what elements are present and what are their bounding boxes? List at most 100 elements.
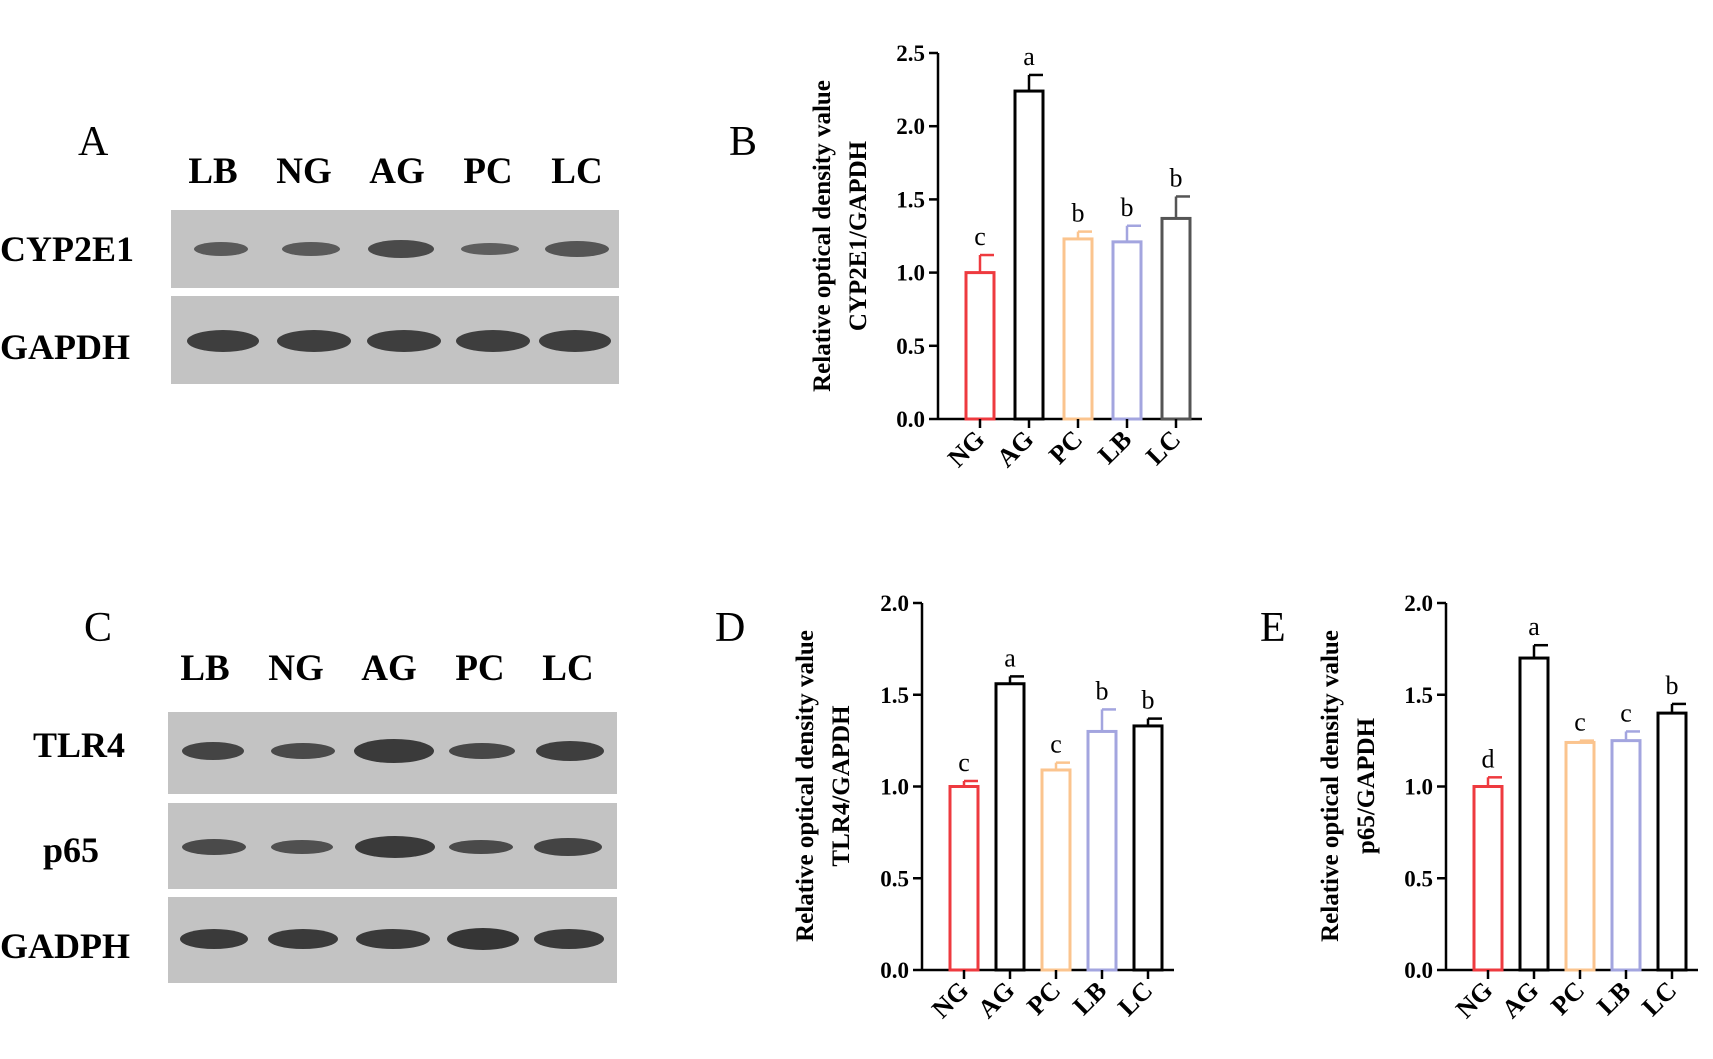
blot-a-lane-label: AG [369, 151, 425, 192]
blot-band [268, 929, 338, 949]
blot-band [447, 928, 519, 950]
blot-band [194, 242, 248, 256]
significance-label: c [1050, 730, 1062, 759]
y-tick-label: 0.0 [880, 958, 909, 983]
blot-band [539, 330, 611, 352]
blot-band [356, 929, 430, 949]
significance-label: a [1023, 42, 1035, 71]
bar-lc [1656, 711, 1688, 972]
blot-band [182, 839, 246, 855]
panel-letter-b: B [729, 119, 758, 165]
y-tick-label: 2.0 [896, 114, 925, 139]
y-axis-label: Relative optical density value [1317, 630, 1344, 942]
x-tick-label: LC [1112, 976, 1158, 1022]
panel-letter-a: A [78, 119, 109, 165]
blot-strip-tlr4 [168, 712, 617, 794]
y-tick-label: 0.0 [1404, 958, 1433, 983]
blot-strip-p65 [168, 803, 617, 889]
blot-band [449, 743, 515, 759]
x-tick-label: AG [991, 425, 1039, 473]
significance-label: b [1072, 199, 1085, 228]
y-axis-label-ratio: p65/GAPDH [1353, 717, 1380, 854]
y-tick-label: 1.5 [1404, 683, 1433, 708]
blot-c-lane-label: NG [268, 648, 324, 689]
significance-label: c [958, 748, 970, 777]
y-tick-label: 0.0 [896, 407, 925, 432]
bar-ng [948, 785, 980, 972]
panel-letter-c: C [84, 605, 113, 651]
blot-a-lane-label: LB [188, 151, 238, 192]
blot-band [545, 241, 609, 257]
y-tick-label: 1.5 [896, 187, 925, 212]
x-tick-label: LC [1636, 976, 1682, 1022]
significance-label: b [1170, 163, 1183, 192]
blot-c-row-label-p65: p65 [43, 830, 100, 870]
blot-band [271, 840, 333, 854]
x-tick-label: NG [1450, 976, 1498, 1024]
panel-letter-e: E [1260, 605, 1286, 651]
bar-ag [1518, 656, 1550, 972]
bar-lc [1132, 724, 1164, 972]
significance-label: d [1482, 744, 1495, 773]
x-tick-label: NG [926, 976, 974, 1024]
blot-band [277, 330, 351, 352]
significance-label: b [1121, 193, 1134, 222]
significance-label: b [1142, 686, 1155, 715]
blot-c-row-label-gadph: GADPH [0, 926, 130, 966]
y-axis-label: Relative optical density value [809, 80, 836, 392]
blot-band [456, 330, 530, 352]
bar-ng [964, 271, 996, 421]
blot-a-lane-label: LC [551, 151, 603, 192]
blot-c-lane-label: PC [455, 648, 505, 689]
bar-lb [1111, 240, 1143, 421]
x-tick-label: LC [1140, 425, 1186, 471]
blot-band [536, 741, 604, 761]
bar-pc [1040, 768, 1072, 972]
blot-band [534, 929, 604, 949]
y-tick-label: 0.5 [1404, 866, 1433, 891]
blot-band [355, 836, 435, 858]
blot-strip-cyp2e1 [171, 210, 619, 288]
x-tick-label: AG [1496, 976, 1544, 1024]
blot-band [367, 330, 441, 352]
blot-a-row-label-gapdh: GAPDH [0, 327, 130, 367]
significance-label: c [1620, 698, 1632, 727]
x-tick-label: PC [1043, 425, 1088, 470]
blot-band [187, 330, 259, 352]
y-axis-label-ratio: TLR4/GAPDH [828, 705, 855, 867]
blot-strip-gapdh [171, 296, 619, 384]
bar-pc [1062, 237, 1094, 421]
blot-band [180, 929, 248, 949]
blot-band [182, 742, 244, 760]
blot-a-lane-label: NG [276, 151, 332, 192]
x-tick-label: PC [1545, 976, 1590, 1021]
blot-band [368, 240, 434, 258]
blot-band [271, 743, 335, 759]
blot-c-lane-label: AG [361, 648, 417, 689]
y-tick-label: 0.5 [880, 866, 909, 891]
significance-label: a [1528, 612, 1540, 641]
x-tick-label: LB [1092, 425, 1137, 470]
blot-a-row-label-cyp2e1: CYP2E1 [0, 229, 134, 269]
bar-lb [1610, 739, 1642, 972]
blot-band [461, 243, 519, 255]
y-tick-label: 2.5 [896, 41, 925, 66]
y-axis-label-ratio: CYP2E1/GAPDH [845, 140, 872, 331]
y-tick-label: 2.0 [1404, 591, 1433, 616]
bar-lc [1160, 216, 1192, 421]
x-tick-label: LB [1591, 976, 1636, 1021]
blot-band [449, 840, 513, 854]
significance-label: c [974, 222, 986, 251]
blot-c-lane-label: LC [542, 648, 594, 689]
significance-label: b [1096, 676, 1109, 705]
blot-c-lane-label: LB [180, 648, 230, 689]
significance-label: a [1004, 643, 1016, 672]
x-tick-label: LB [1067, 976, 1112, 1021]
blot-band [282, 242, 340, 256]
x-tick-label: AG [972, 976, 1020, 1024]
blot-band [354, 739, 434, 763]
y-tick-label: 2.0 [880, 591, 909, 616]
bar-ag [1013, 89, 1045, 421]
panel-letter-d: D [715, 605, 746, 651]
